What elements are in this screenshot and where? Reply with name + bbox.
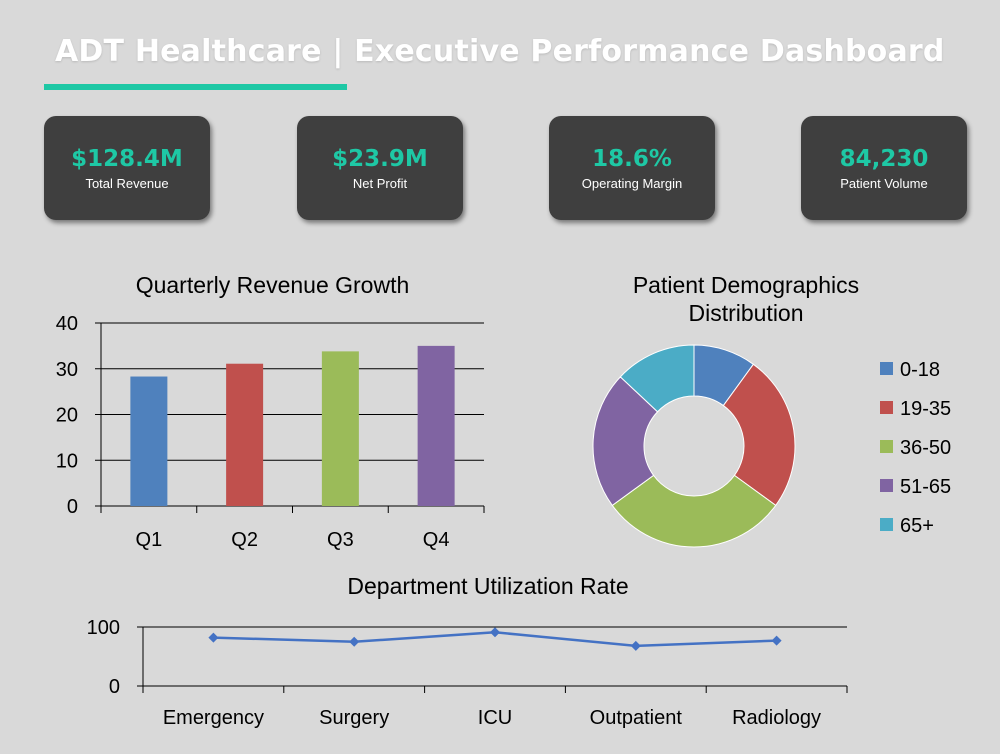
line-point-icu xyxy=(490,627,500,638)
kpi-value: $23.9M xyxy=(332,146,428,172)
bar-x-tick-label: Q2 xyxy=(231,529,258,551)
line-chart-title: Department Utilization Rate xyxy=(347,573,628,599)
kpi-label: Patient Volume xyxy=(840,176,928,191)
bar-q1 xyxy=(130,376,168,506)
legend-swatch-36-50 xyxy=(880,440,893,453)
donut-slice-19-35 xyxy=(722,363,796,507)
legend-swatch-19-35 xyxy=(880,401,893,414)
kpi-value: 84,230 xyxy=(839,146,929,172)
dashboard-title: ADT Healthcare | Executive Performance D… xyxy=(55,34,945,69)
bar-y-tick-label: 20 xyxy=(56,405,78,427)
kpi-label: Total Revenue xyxy=(85,176,169,191)
line-point-radiology xyxy=(771,635,782,646)
line-x-tick-label: Emergency xyxy=(163,707,264,729)
kpi-card-total-revenue: $128.4M Total Revenue xyxy=(44,116,210,220)
line-point-surgery xyxy=(349,636,360,647)
line-point-outpatient xyxy=(630,640,641,651)
bar-x-tick-label: Q3 xyxy=(327,529,354,551)
legend-swatch-0-18 xyxy=(880,362,893,375)
line-x-tick-label: Outpatient xyxy=(590,707,683,729)
legend-label-19-35: 19-35 xyxy=(900,398,951,420)
line-x-tick-label: Surgery xyxy=(319,707,389,729)
legend-label-65+: 65+ xyxy=(900,515,934,537)
line-x-tick-label: ICU xyxy=(478,707,512,729)
line-point-emergency xyxy=(208,632,219,643)
legend-label-36-50: 36-50 xyxy=(900,437,951,459)
donut-slice-36-50 xyxy=(611,474,777,548)
donut-title-line-1: Patient Demographics xyxy=(633,272,859,298)
kpi-value: 18.6% xyxy=(592,146,672,172)
legend-swatch-51-65 xyxy=(880,479,893,492)
legend-swatch-65+ xyxy=(880,518,893,531)
kpi-label: Net Profit xyxy=(352,176,408,191)
line-x-tick-label: Radiology xyxy=(732,707,821,729)
bar-x-tick-label: Q4 xyxy=(423,529,450,551)
bar-q2 xyxy=(226,363,264,506)
bar-y-tick-label: 10 xyxy=(56,450,78,472)
bar-y-tick-label: 40 xyxy=(56,313,78,335)
bar-y-tick-label: 0 xyxy=(67,496,78,518)
bar-y-tick-label: 30 xyxy=(56,359,78,381)
legend-label-0-18: 0-18 xyxy=(900,359,940,381)
kpi-card-operating-margin: 18.6% Operating Margin xyxy=(549,116,715,220)
bar-chart-title: Quarterly Revenue Growth xyxy=(136,272,410,298)
donut-title-line-2: Distribution xyxy=(688,300,803,326)
title-underline xyxy=(44,84,347,90)
bar-q4 xyxy=(417,345,455,506)
kpi-label: Operating Margin xyxy=(581,176,683,191)
kpi-card-patient-volume: 84,230 Patient Volume xyxy=(801,116,967,220)
legend-label-51-65: 51-65 xyxy=(900,476,951,498)
bar-x-tick-label: Q1 xyxy=(136,529,163,551)
donut-slice-65+ xyxy=(619,344,695,413)
line-y-tick-label: 0 xyxy=(109,676,120,698)
line-y-tick-label: 100 xyxy=(87,617,120,639)
bar-q3 xyxy=(321,351,359,506)
donut-slice-51-65 xyxy=(592,376,659,507)
kpi-card-net-profit: $23.9M Net Profit xyxy=(297,116,463,220)
kpi-value: $128.4M xyxy=(71,146,183,172)
